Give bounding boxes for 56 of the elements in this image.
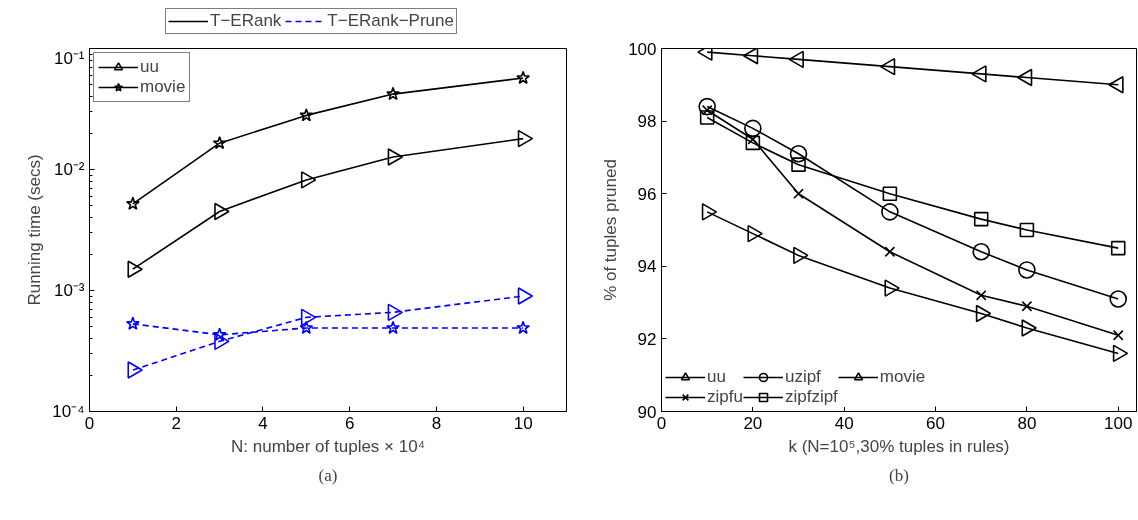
x-tick-label: 0 — [656, 413, 667, 433]
y-tick-label: 10⁻³ — [53, 281, 85, 300]
legend-label: uu — [140, 57, 160, 77]
y-tick-label: 100 — [628, 39, 657, 59]
x-axis-title: k (N=10⁵,30% tuples in rules) — [788, 436, 1010, 456]
x-tick-label: 60 — [926, 413, 946, 433]
y-tick-label: 92 — [637, 329, 657, 349]
x-tick-label: 8 — [431, 413, 442, 433]
point — [975, 289, 987, 301]
legend-label: uu — [707, 367, 727, 387]
legend-label: T−ERank−Prune — [327, 11, 454, 31]
y-tick-label: 94 — [637, 257, 657, 277]
legend-label: zipfzipf — [784, 387, 838, 407]
y-tick-label: 10⁻⁴ — [52, 402, 85, 421]
point — [745, 135, 761, 151]
point — [789, 144, 808, 163]
point — [1110, 240, 1126, 256]
x-tick-label: 100 — [1104, 413, 1133, 433]
x-tick-label: 80 — [1017, 413, 1037, 433]
y-tick-label: 96 — [637, 184, 657, 204]
y-tick-label: 10⁻¹ — [53, 48, 85, 68]
y-tick-label: 10⁻² — [53, 160, 85, 179]
point — [699, 110, 715, 125]
x-tick-label: 2 — [171, 413, 181, 433]
y-tick-label: 98 — [637, 112, 657, 132]
legend-label: uzipf — [784, 367, 821, 387]
point — [881, 203, 899, 221]
legend-label: T−ERank — [210, 11, 282, 31]
point — [1109, 290, 1128, 308]
point — [793, 188, 804, 200]
point — [973, 211, 989, 227]
text: (a) — [318, 465, 338, 485]
point — [1021, 300, 1033, 312]
x-tick-label: 6 — [344, 413, 355, 433]
y-axis-title: % of tuples pruned — [601, 159, 621, 301]
point — [1112, 329, 1124, 341]
legend-label: movie — [140, 77, 186, 97]
x-tick-label: 20 — [743, 413, 763, 433]
point — [884, 246, 896, 258]
legend-label: movie — [879, 367, 926, 387]
point — [698, 97, 716, 116]
x-tick-label: 4 — [258, 413, 268, 433]
point — [1018, 261, 1036, 279]
point — [882, 186, 898, 201]
y-axis-title: Running time (secs) — [25, 154, 45, 306]
x-tick-label: 40 — [834, 413, 854, 433]
y-tick-label: 90 — [637, 402, 657, 422]
point — [972, 243, 991, 261]
x-tick-label: 0 — [84, 413, 95, 433]
legend-label: zipfu — [707, 387, 743, 407]
x-tick-label: 10 — [513, 413, 533, 433]
text: (b) — [889, 465, 909, 485]
point — [791, 157, 806, 172]
point — [744, 119, 762, 138]
x-axis-title: N: number of tuples × 10⁴ — [231, 436, 425, 456]
point — [1019, 222, 1035, 238]
